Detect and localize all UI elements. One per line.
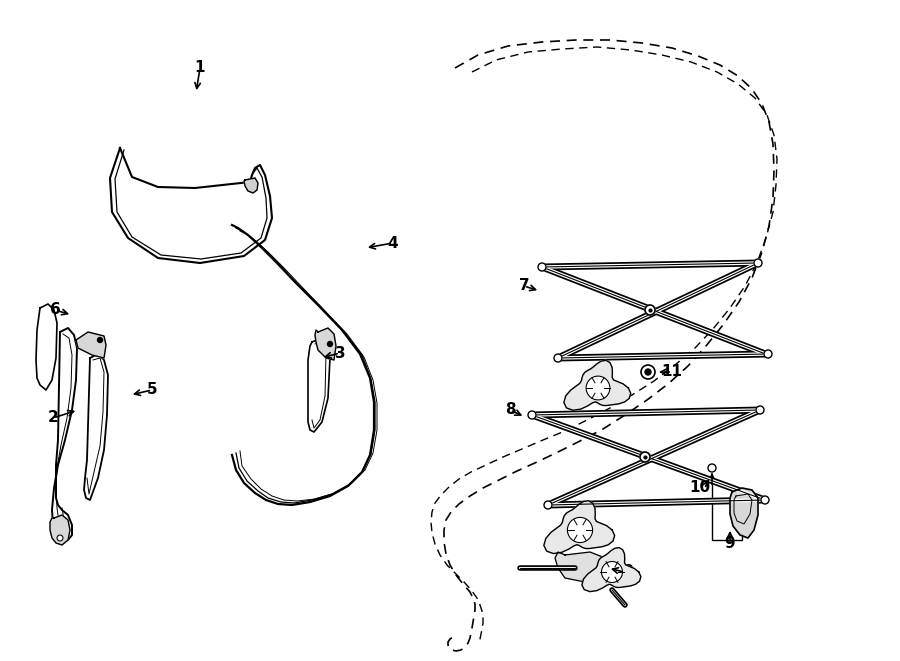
Polygon shape [76,332,106,358]
Text: 8: 8 [505,403,516,418]
Polygon shape [50,515,70,545]
Text: 6: 6 [50,303,60,317]
Circle shape [645,305,655,315]
Text: 5: 5 [147,383,158,397]
Text: 7: 7 [518,278,529,293]
Polygon shape [564,360,631,410]
Circle shape [761,496,769,504]
Circle shape [528,411,536,419]
Circle shape [601,561,623,582]
Text: 3: 3 [335,346,346,360]
Polygon shape [244,178,258,193]
Circle shape [538,263,546,271]
Circle shape [754,259,762,267]
Circle shape [586,376,610,400]
Text: 10: 10 [689,479,711,494]
Polygon shape [52,328,77,542]
Circle shape [554,354,562,362]
Text: 9: 9 [724,537,735,551]
Circle shape [328,342,332,346]
Text: 12: 12 [614,564,634,580]
Polygon shape [730,488,758,538]
Text: 11: 11 [662,364,682,379]
Circle shape [645,369,651,375]
Circle shape [640,452,650,462]
Circle shape [567,518,592,543]
Polygon shape [84,354,108,500]
Polygon shape [308,338,330,432]
Polygon shape [315,328,336,360]
Circle shape [756,406,764,414]
Circle shape [57,535,63,541]
Circle shape [708,464,716,472]
Circle shape [764,350,772,358]
Circle shape [641,365,655,379]
Text: 4: 4 [388,235,399,251]
Circle shape [544,501,552,509]
Text: 1: 1 [194,61,205,75]
Polygon shape [555,552,608,582]
Polygon shape [36,304,57,390]
Circle shape [97,338,103,342]
Polygon shape [582,547,641,592]
Text: 2: 2 [48,410,58,426]
Polygon shape [544,501,615,553]
